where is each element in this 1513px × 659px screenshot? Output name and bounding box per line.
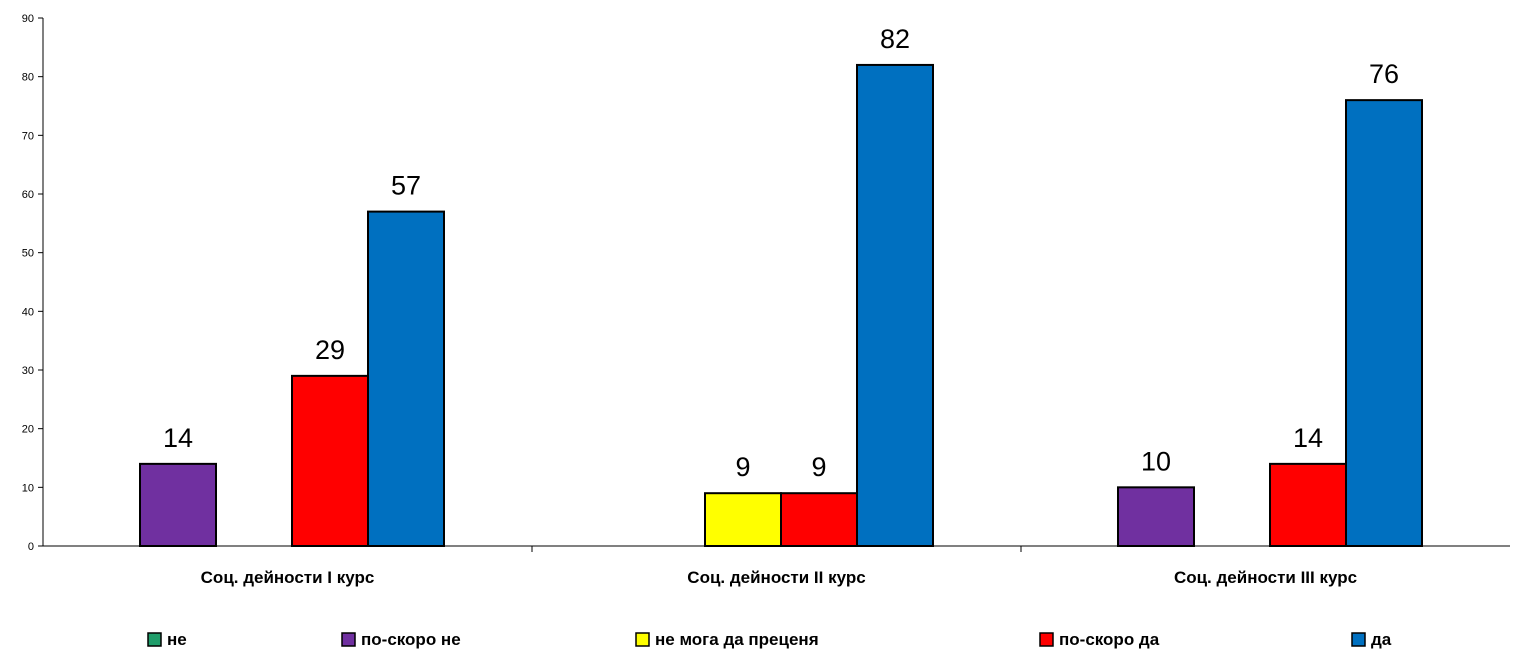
y-tick-label: 0 xyxy=(28,541,34,553)
y-tick-label: 60 xyxy=(22,189,34,201)
data-label: 14 xyxy=(163,423,193,453)
x-category-label: Соц. дейности II курс xyxy=(687,568,865,587)
bar xyxy=(780,492,858,548)
data-label: 82 xyxy=(880,24,910,54)
data-label: 14 xyxy=(1293,423,1323,453)
legend-label: не мога да преценя xyxy=(655,630,819,649)
y-tick-label: 20 xyxy=(22,424,34,436)
legend-swatch xyxy=(1351,632,1366,647)
legend-label: по-скоро да xyxy=(1059,630,1160,649)
y-tick-label: 10 xyxy=(22,482,34,494)
data-label: 57 xyxy=(391,171,421,201)
bars xyxy=(139,63,1423,548)
y-tick-label: 40 xyxy=(22,306,34,318)
bar xyxy=(291,374,369,547)
bar xyxy=(856,63,934,548)
legend-label: по-скоро не xyxy=(361,630,461,649)
bar xyxy=(1117,486,1195,548)
data-label: 76 xyxy=(1369,59,1399,89)
data-label: 9 xyxy=(811,452,826,482)
legend: не по-скоро не не мога да преценя по-скоро … xyxy=(147,630,1392,649)
legend-swatch xyxy=(1039,632,1054,647)
bar xyxy=(367,210,445,547)
y-tick-label: 50 xyxy=(22,248,34,260)
bar xyxy=(704,492,782,548)
axes: 0 10 20 30 40 50 60 70 80 90 Соц. дейности I курс С… xyxy=(22,13,1510,587)
x-category-label: Соц. дейности III курс xyxy=(1174,568,1357,587)
y-tick-label: 70 xyxy=(22,130,34,142)
legend-swatch xyxy=(147,632,162,647)
y-tick-label: 80 xyxy=(22,72,34,84)
data-label: 10 xyxy=(1141,446,1171,476)
data-label: 29 xyxy=(315,335,345,365)
bar xyxy=(1269,462,1347,547)
y-tick-label: 30 xyxy=(22,365,34,377)
y-tick-label: 90 xyxy=(22,13,34,25)
bar xyxy=(139,462,217,547)
legend-swatch xyxy=(635,632,650,647)
legend-label: да xyxy=(1371,630,1392,649)
data-label: 9 xyxy=(735,452,750,482)
legend-swatch xyxy=(341,632,356,647)
bar xyxy=(1345,99,1423,547)
x-category-label: Соц. дейности I курс xyxy=(201,568,375,587)
data-labels: 14 10 9 29 9 14 57 82 76 xyxy=(163,24,1399,482)
legend-label: не xyxy=(167,630,187,649)
